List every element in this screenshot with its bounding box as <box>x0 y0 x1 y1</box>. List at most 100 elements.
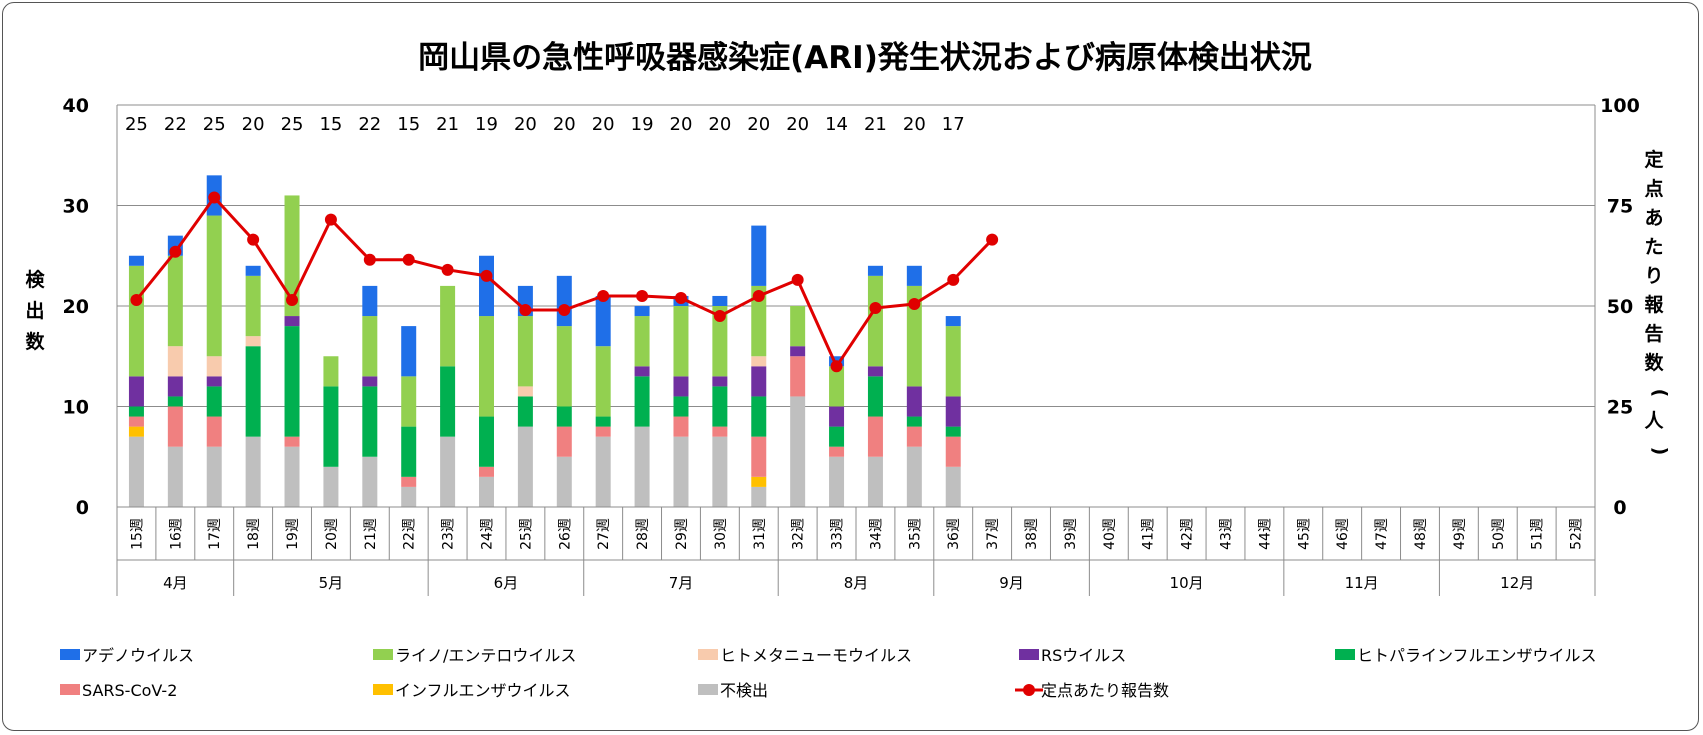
bar-segment <box>206 446 222 507</box>
week-tick-label: 33週 <box>830 518 846 550</box>
week-tick-label: 35週 <box>907 518 923 550</box>
detection-count-label: 19 <box>475 114 498 135</box>
month-label: 12月 <box>1500 574 1534 592</box>
legend-swatch <box>373 684 393 695</box>
report-line-point <box>597 289 610 302</box>
bar-segment <box>517 396 533 427</box>
bar-segment <box>867 366 883 377</box>
detection-count-label: 17 <box>942 114 965 135</box>
report-line-point <box>558 304 571 317</box>
bar-segment <box>867 265 883 276</box>
bar-segment <box>790 306 806 347</box>
week-tick-label: 52週 <box>1569 518 1585 550</box>
bar-segment <box>867 376 883 417</box>
bar-segment <box>906 446 922 507</box>
bar-segment <box>829 366 845 407</box>
legend-swatch <box>60 684 80 695</box>
y-axis-title-right-char: 告 <box>1644 322 1663 345</box>
report-line-point <box>208 191 221 204</box>
detection-count-label: 15 <box>397 114 420 135</box>
bar-segment <box>556 426 572 457</box>
bar-segment <box>712 426 728 437</box>
y-axis-title-left-char: 数 <box>25 330 45 353</box>
bar-segment <box>128 416 144 427</box>
report-line-point <box>947 273 960 286</box>
bar-segment <box>206 215 222 357</box>
bar-segment <box>128 406 144 417</box>
bar-segment <box>634 366 650 377</box>
bar-segment <box>284 316 300 327</box>
bar-segment <box>440 366 456 437</box>
y-tick-left: 0 <box>76 497 89 519</box>
bar-segment <box>556 326 572 407</box>
bar-segment <box>945 316 961 327</box>
bar-segment <box>284 195 300 317</box>
week-tick-label: 22週 <box>402 518 418 550</box>
week-tick-label: 39週 <box>1063 518 1079 550</box>
week-tick-label: 50週 <box>1491 518 1507 550</box>
bar-segment <box>167 396 183 407</box>
bar-segment <box>673 376 689 397</box>
bar-segment <box>245 336 261 347</box>
report-line-point <box>480 269 493 282</box>
axes: 0 10 20 30 40 0 25 50 75 100 15週 16週 17週 18週 19週 20週 21週… <box>63 95 1640 596</box>
bar-segment <box>906 386 922 417</box>
y-axis-title-right-char: あ <box>1644 207 1663 229</box>
week-tick-label: 46週 <box>1335 518 1351 550</box>
bar-segment <box>440 436 456 507</box>
y-axis-title-right-char: 報 <box>1644 293 1664 316</box>
bar-segment <box>128 376 144 407</box>
bar-segment <box>167 376 183 397</box>
bar-segment <box>595 346 611 417</box>
report-line-point <box>286 293 299 306</box>
y-tick-right: 75 <box>1607 196 1633 218</box>
bar-segment <box>751 476 767 487</box>
bar-segment <box>323 466 339 507</box>
bar-segment <box>790 356 806 397</box>
report-line <box>130 191 999 373</box>
grid-lines <box>117 104 1595 407</box>
week-tick-label: 20週 <box>324 518 340 550</box>
bar-segment <box>712 306 728 377</box>
y-axis-title-left-char: 出 <box>25 299 44 322</box>
bar-segment <box>712 295 728 306</box>
bar-segment <box>867 416 883 457</box>
y-axis-title-right-char: ) <box>1649 447 1671 456</box>
bar-segment <box>867 275 883 367</box>
y-axis-title-right-char: た <box>1644 236 1663 258</box>
week-tick-label: 19週 <box>285 518 301 550</box>
y-tick-left: 10 <box>63 397 89 419</box>
detection-count-label: 20 <box>553 114 576 135</box>
week-tick-label: 16週 <box>168 518 184 550</box>
report-line-point <box>324 213 337 226</box>
bar-segment <box>712 386 728 427</box>
bar-segment <box>362 456 378 507</box>
bar-segment <box>206 376 222 387</box>
bar-segment <box>751 486 767 507</box>
legend-swatch <box>698 684 718 695</box>
week-tick-label: 42週 <box>1180 518 1196 550</box>
y-tick-left: 40 <box>63 95 89 117</box>
bar-segment <box>556 406 572 427</box>
week-tick-label: 27週 <box>596 518 612 550</box>
bar-segment <box>128 426 144 437</box>
detection-count-label: 21 <box>864 114 887 135</box>
y-tick-left: 20 <box>63 296 89 318</box>
report-line-point <box>830 360 843 373</box>
week-tick-label: 48週 <box>1413 518 1429 550</box>
bar-segment <box>673 416 689 437</box>
week-tick-label: 21週 <box>363 518 379 550</box>
detection-count-label: 19 <box>631 114 654 135</box>
y-axis-title-right-char: 点 <box>1644 178 1663 200</box>
bar-segment <box>790 346 806 357</box>
legend-label: ヒトメタニューモウイルス <box>720 646 912 665</box>
week-tick-label: 43週 <box>1219 518 1235 550</box>
y-axis-title-right-char: 数 <box>1644 351 1664 374</box>
bar-segment <box>945 326 961 397</box>
legend-label: SARS-CoV-2 <box>82 681 177 700</box>
week-tick-label: 28週 <box>635 518 651 550</box>
week-tick-label: 18週 <box>246 518 262 550</box>
legend-swatch <box>60 649 80 660</box>
bar-segment <box>401 476 417 487</box>
